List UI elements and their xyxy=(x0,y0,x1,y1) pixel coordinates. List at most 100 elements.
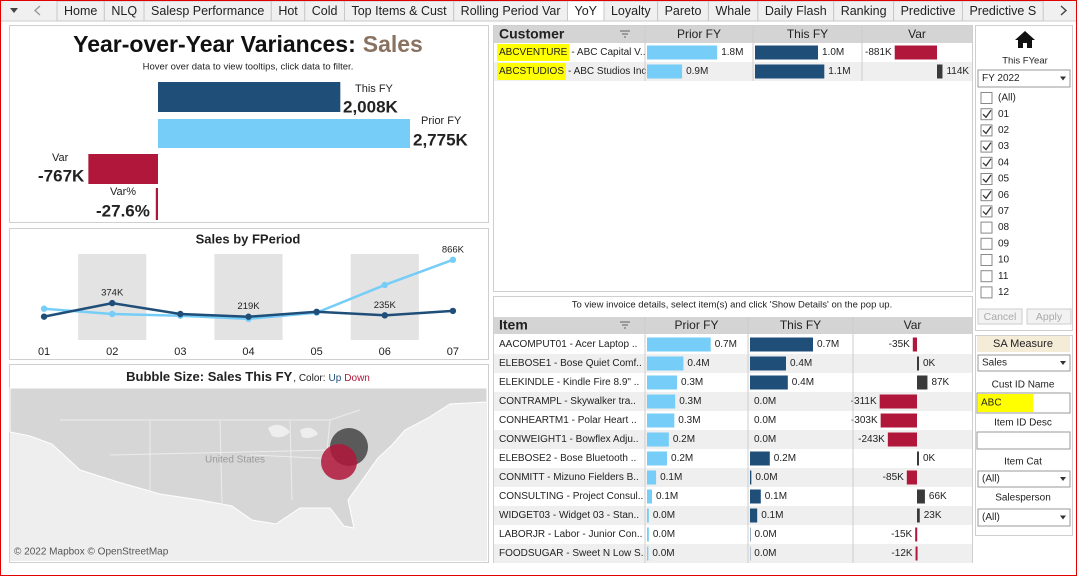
bar[interactable] xyxy=(750,470,752,485)
checkbox[interactable] xyxy=(980,205,993,218)
checkbox[interactable] xyxy=(980,254,993,266)
bar[interactable] xyxy=(750,451,770,466)
kpi-bar[interactable] xyxy=(158,82,341,112)
tab-label[interactable]: Whale xyxy=(715,4,750,18)
home-icon[interactable] xyxy=(1015,31,1035,48)
tab-label[interactable]: Top Items & Cust xyxy=(351,4,447,18)
bar[interactable] xyxy=(750,337,813,352)
checkbox-label[interactable]: 12 xyxy=(998,287,1010,298)
kpi-bar[interactable] xyxy=(88,154,158,184)
tab-label[interactable]: Salesp Performance xyxy=(151,4,264,18)
bar[interactable] xyxy=(647,546,649,561)
var-bar[interactable] xyxy=(906,470,917,485)
bar[interactable] xyxy=(755,64,825,79)
var-bar[interactable] xyxy=(894,45,937,60)
bar[interactable] xyxy=(647,451,668,466)
bar[interactable] xyxy=(647,356,684,371)
line-point[interactable] xyxy=(313,308,320,315)
line-point[interactable] xyxy=(109,299,116,307)
bar[interactable] xyxy=(647,64,683,79)
checkbox-label[interactable]: 08 xyxy=(998,222,1010,233)
tab-label[interactable]: Daily Flash xyxy=(765,4,827,18)
var-bar[interactable] xyxy=(915,546,918,561)
tab-label[interactable]: Rolling Period Var xyxy=(461,4,561,18)
button-label[interactable]: Cancel xyxy=(984,311,1017,323)
tab[interactable]: Salesp Performance xyxy=(143,0,272,22)
checkbox-label[interactable]: 10 xyxy=(998,255,1010,266)
tab[interactable]: NLQ xyxy=(103,0,145,22)
checkbox-label[interactable]: 02 xyxy=(998,125,1010,136)
line-point[interactable] xyxy=(40,305,48,312)
bar[interactable] xyxy=(647,432,669,447)
line-point[interactable] xyxy=(109,310,116,318)
line-point[interactable] xyxy=(449,256,457,263)
tab[interactable]: Whale xyxy=(707,0,759,22)
checkbox[interactable] xyxy=(980,189,993,202)
tab-label[interactable]: Cold xyxy=(312,4,338,18)
var-bar[interactable] xyxy=(915,527,918,542)
tab-label[interactable]: Home xyxy=(64,4,97,18)
dropdown[interactable] xyxy=(977,69,1071,88)
bar[interactable] xyxy=(647,527,649,542)
checkbox-label[interactable]: (All) xyxy=(998,93,1016,104)
tab[interactable]: Hot xyxy=(270,0,306,22)
bar[interactable] xyxy=(647,337,711,352)
var-bar[interactable] xyxy=(917,375,928,390)
checkbox[interactable] xyxy=(980,156,993,169)
tab-label[interactable]: Predictive xyxy=(901,4,956,18)
line-point[interactable] xyxy=(449,307,457,315)
tab-label[interactable]: Pareto xyxy=(665,4,702,18)
tab-label[interactable]: Predictive S xyxy=(969,4,1036,18)
tab[interactable]: Home xyxy=(56,0,105,22)
bar[interactable] xyxy=(755,45,818,60)
bar[interactable] xyxy=(647,489,653,504)
var-bar[interactable] xyxy=(937,64,943,79)
checkbox[interactable] xyxy=(980,92,993,104)
tab[interactable]: Predictive S xyxy=(961,0,1044,22)
checkbox[interactable] xyxy=(980,286,993,299)
tab-label[interactable]: Ranking xyxy=(841,4,887,18)
bar[interactable] xyxy=(750,375,788,390)
bar[interactable] xyxy=(647,470,657,485)
checkbox-label[interactable]: 06 xyxy=(998,190,1010,201)
checkbox-label[interactable]: 11 xyxy=(998,271,1009,282)
var-bar[interactable] xyxy=(917,508,920,523)
var-bar[interactable] xyxy=(917,356,919,371)
tab[interactable]: Cold xyxy=(304,0,345,22)
bar[interactable] xyxy=(647,45,718,60)
tab-label[interactable]: NLQ xyxy=(111,4,137,18)
checkbox[interactable] xyxy=(980,140,993,153)
line-point[interactable] xyxy=(177,310,184,318)
checkbox[interactable] xyxy=(980,173,993,185)
checkbox-label[interactable]: 03 xyxy=(998,141,1010,152)
checkbox[interactable] xyxy=(980,124,993,137)
bar[interactable] xyxy=(750,508,758,523)
tab-scroll-right[interactable] xyxy=(1060,5,1068,16)
bar[interactable] xyxy=(647,394,676,409)
tab[interactable]: Daily Flash xyxy=(757,0,835,22)
text-input[interactable] xyxy=(976,431,1071,450)
tab[interactable]: Ranking xyxy=(833,0,895,22)
bar[interactable] xyxy=(647,413,675,428)
filter-icon[interactable] xyxy=(620,321,630,329)
button[interactable] xyxy=(1026,308,1072,325)
tab-label[interactable]: Hot xyxy=(278,4,298,18)
var-bar[interactable] xyxy=(879,394,917,409)
tab-label[interactable]: Loyalty xyxy=(611,4,651,18)
checkbox[interactable] xyxy=(980,108,993,121)
checkbox-label[interactable]: 04 xyxy=(998,157,1010,168)
var-bar[interactable] xyxy=(917,489,925,504)
dropdown[interactable] xyxy=(977,508,1071,527)
tab[interactable]: Rolling Period Var xyxy=(453,0,568,22)
checkbox-label[interactable]: 05 xyxy=(998,174,1010,185)
var-bar[interactable] xyxy=(912,337,917,352)
tab[interactable]: Top Items & Cust xyxy=(343,0,455,22)
tab[interactable]: Predictive xyxy=(893,0,963,22)
bar[interactable] xyxy=(750,489,761,504)
tab-scroll-left[interactable] xyxy=(33,5,41,16)
kpi-bar[interactable] xyxy=(155,188,158,220)
kpi-bar[interactable] xyxy=(158,119,410,148)
tab[interactable]: Loyalty xyxy=(603,0,659,22)
filter-icon[interactable] xyxy=(620,30,630,38)
checkbox[interactable] xyxy=(980,221,993,234)
